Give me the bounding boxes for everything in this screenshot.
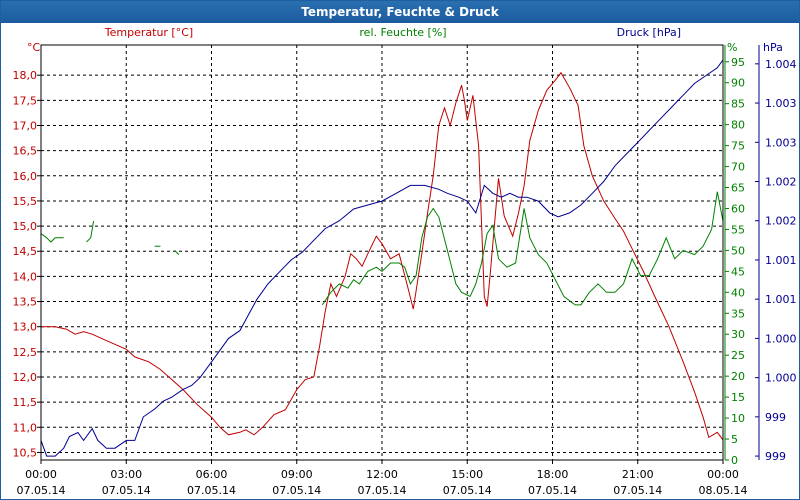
x-tick-time: 18:00 (537, 468, 569, 481)
pressure-tick-label: 1.003 (765, 136, 797, 149)
temp-tick-label: 18,0 (13, 69, 38, 82)
x-tick-time: 00:00 (707, 468, 739, 481)
series-humidity-line (321, 191, 724, 306)
temp-tick-label: 11,0 (13, 421, 38, 434)
plot-border (40, 44, 724, 461)
x-tick-date: 08.05.14 (699, 484, 748, 497)
humidity-tick-label: 40 (731, 286, 745, 299)
series-humidity-line (174, 250, 180, 255)
humidity-tick-label: 55 (731, 223, 745, 236)
x-tick-date: 07.05.14 (272, 484, 321, 497)
humidity-tick-label: 25 (731, 349, 745, 362)
pressure-tick-label: 1.001 (765, 254, 797, 267)
pressure-tick-label: 999 (765, 411, 786, 424)
temp-tick-label: 15,5 (13, 195, 38, 208)
pressure-tick-label: 1.000 (765, 372, 797, 385)
series-temperature-line (41, 71, 724, 441)
pressure-tick-label: 1.001 (765, 293, 797, 306)
x-tick-time: 12:00 (366, 468, 398, 481)
x-tick-time: 06:00 (196, 468, 228, 481)
temp-tick-label: 12,0 (13, 371, 38, 384)
temp-tick-label: 14,0 (13, 270, 38, 283)
humidity-tick-label: 95 (731, 56, 745, 69)
x-tick-date: 07.05.14 (528, 484, 577, 497)
temp-tick-label: 13,5 (13, 296, 38, 309)
humidity-tick-label: 35 (731, 307, 745, 320)
grid (41, 45, 723, 460)
x-tick-date: 07.05.14 (17, 484, 66, 497)
x-tick-date: 07.05.14 (443, 484, 492, 497)
humidity-axis-title: rel. Feuchte [%] (359, 26, 446, 39)
pressure-tick-label: 999 (765, 450, 786, 463)
series-layer (40, 59, 724, 457)
humidity-tick-label: 85 (731, 98, 745, 111)
axis-labels: 00:00 07.05.14 03:00 07.05.14 06:00 07.05.14 0… (13, 26, 797, 497)
x-tick-time: 21:00 (622, 468, 654, 481)
pressure-unit-label: hPa (763, 41, 783, 54)
temp-axis-title: Temperatur [°C] (104, 26, 193, 39)
plot-frame (37, 44, 760, 464)
pressure-tick-label: 1.003 (765, 97, 797, 110)
temp-tick-label: 12,5 (13, 346, 38, 359)
humidity-tick-label: 15 (731, 391, 745, 404)
x-tick-date: 07.05.14 (102, 484, 151, 497)
temp-tick-label: 17,5 (13, 94, 38, 107)
x-tick-time: 00:00 (25, 468, 57, 481)
humidity-tick-label: 0 (731, 454, 738, 467)
humidity-tick-label: 30 (731, 328, 745, 341)
temp-tick-label: 17,0 (13, 119, 38, 132)
x-tick-date: 07.05.14 (358, 484, 407, 497)
pressure-axis-title: Druck [hPa] (617, 26, 681, 39)
temp-tick-label: 10,5 (13, 446, 38, 459)
temp-unit-label: °C (27, 41, 41, 54)
x-tick-time: 03:00 (110, 468, 142, 481)
humidity-tick-label: 50 (731, 244, 745, 257)
humidity-unit-label: % (727, 41, 737, 54)
humidity-tick-label: 45 (731, 265, 745, 278)
humidity-tick-label: 90 (731, 77, 745, 90)
pressure-tick-label: 1.000 (765, 332, 797, 345)
humidity-tick-label: 75 (731, 140, 745, 153)
series-humidity-line (86, 221, 95, 243)
x-tick-time: 15:00 (451, 468, 483, 481)
x-tick-date: 07.05.14 (613, 484, 662, 497)
humidity-tick-label: 5 (731, 433, 738, 446)
humidity-tick-label: 80 (731, 119, 745, 132)
temp-tick-label: 14,5 (13, 245, 38, 258)
chart-area: 00:00 07.05.14 03:00 07.05.14 06:00 07.05.14 0… (13, 26, 797, 497)
humidity-tick-label: 10 (731, 412, 745, 425)
pressure-tick-label: 1.004 (765, 58, 797, 71)
humidity-tick-label: 60 (731, 202, 745, 215)
temp-tick-label: 11,5 (13, 396, 38, 409)
series-pressure-line (40, 59, 724, 457)
pressure-tick-label: 1.002 (765, 215, 797, 228)
temp-tick-label: 13,0 (13, 321, 38, 334)
temp-tick-label: 16,0 (13, 170, 38, 183)
humidity-tick-label: 65 (731, 182, 745, 195)
x-tick-time: 09:00 (281, 468, 313, 481)
window-title: Temperatur, Feuchte & Druck (1, 1, 799, 23)
series-humidity-line (40, 233, 64, 243)
temp-tick-label: 16,5 (13, 145, 38, 158)
pressure-tick-label: 1.002 (765, 176, 797, 189)
temp-tick-label: 15,0 (13, 220, 38, 233)
humidity-tick-label: 70 (731, 161, 745, 174)
humidity-tick-label: 20 (731, 370, 745, 383)
x-tick-date: 07.05.14 (187, 484, 236, 497)
